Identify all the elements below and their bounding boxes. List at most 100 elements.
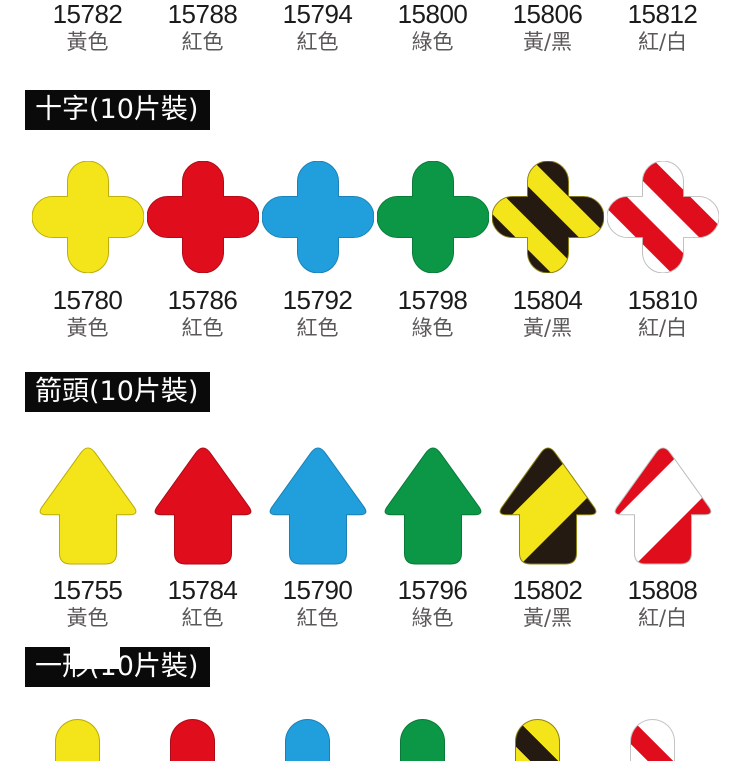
cross-shape-green — [376, 161, 489, 273]
product-color-label: 紅色 — [296, 606, 339, 630]
product-cell — [605, 439, 720, 567]
cross-shape-red-white — [606, 161, 719, 273]
product-code: 15784 — [167, 575, 238, 605]
product-color-label: 黃/黑 — [522, 316, 573, 340]
product-cell — [595, 719, 710, 761]
cross-section-codes-row: 15780 黃色 15786 紅色 15792 紅色 15798 綠色 15804 黃/黑 1581… — [30, 287, 720, 340]
product-color-label: 紅色 — [296, 30, 339, 54]
product-color-label: 綠色 — [411, 30, 454, 54]
product-cell: 15796 綠色 — [375, 577, 490, 630]
product-code: 15790 — [282, 575, 353, 605]
product-cell: 15792 紅色 — [260, 287, 375, 340]
product-cell: 15812 紅/白 — [605, 1, 720, 54]
product-color-label: 紅色 — [181, 606, 224, 630]
product-code: 15788 — [167, 0, 238, 29]
line-shape-yellow-black — [515, 719, 560, 761]
product-cell — [490, 439, 605, 567]
product-color-label: 紅/白 — [637, 606, 688, 630]
product-code: 15810 — [627, 285, 698, 315]
product-color-label: 綠色 — [411, 316, 454, 340]
product-code: 15804 — [512, 285, 583, 315]
product-cell: 15788 紅色 — [145, 1, 260, 54]
product-cell — [490, 161, 605, 273]
product-cell: 15802 黃/黑 — [490, 577, 605, 630]
cross-shape-red — [146, 161, 259, 273]
product-code: 15755 — [52, 575, 123, 605]
product-code: 15796 — [397, 575, 468, 605]
product-code: 15800 — [397, 0, 468, 29]
product-cell — [605, 161, 720, 273]
product-code: 15798 — [397, 285, 468, 315]
product-cell: 15786 紅色 — [145, 287, 260, 340]
product-cell: 15804 黃/黑 — [490, 287, 605, 340]
line-section-shapes-row — [20, 719, 710, 761]
product-cell — [375, 439, 490, 567]
product-cell: 15755 黃色 — [30, 577, 145, 630]
product-code: 15780 — [52, 285, 123, 315]
product-color-label: 黃色 — [66, 606, 109, 630]
product-color-label: 黃色 — [66, 316, 109, 340]
product-cell: 15790 紅色 — [260, 577, 375, 630]
product-cell — [260, 161, 375, 273]
product-color-label: 黃/黑 — [522, 30, 573, 54]
line-shape-blue — [285, 719, 330, 761]
product-cell: 15806 黃/黑 — [490, 1, 605, 54]
product-color-label: 紅色 — [181, 316, 224, 340]
cross-section-shapes-row — [30, 161, 720, 273]
product-code: 15802 — [512, 575, 583, 605]
product-color-label: 紅/白 — [637, 30, 688, 54]
product-cell: 15810 紅/白 — [605, 287, 720, 340]
product-cell: 15794 紅色 — [260, 1, 375, 54]
product-cell — [145, 161, 260, 273]
top-row-codes-row: 15782 黃色 15788 紅色 15794 紅色 15800 綠色 15806 黃/黑 1581… — [30, 1, 720, 54]
product-cell — [30, 161, 145, 273]
product-code: 15782 — [52, 0, 123, 29]
product-code: 15786 — [167, 285, 238, 315]
product-cell — [250, 719, 365, 761]
line-shape-red — [170, 719, 215, 761]
product-cell: 15782 黃色 — [30, 1, 145, 54]
arrow-shape-red — [144, 439, 262, 567]
product-code: 15806 — [512, 0, 583, 29]
product-code: 15794 — [282, 0, 353, 29]
product-code: 15808 — [627, 575, 698, 605]
product-code: 15792 — [282, 285, 353, 315]
product-cell — [30, 439, 145, 567]
line-shape-green — [400, 719, 445, 761]
product-code: 15812 — [627, 0, 698, 29]
product-cell: 15800 綠色 — [375, 1, 490, 54]
product-cell: 15780 黃色 — [30, 287, 145, 340]
image-artifact-patch — [70, 644, 120, 669]
product-color-label: 黃色 — [66, 30, 109, 54]
product-color-label: 紅色 — [181, 30, 224, 54]
arrow-shape-red-white — [604, 439, 722, 567]
product-cell — [480, 719, 595, 761]
product-cell — [375, 161, 490, 273]
arrow-section-codes-row: 15755 黃色 15784 紅色 15790 紅色 15796 綠色 15802 黃/黑 1580… — [30, 577, 720, 630]
product-cell: 15808 紅/白 — [605, 577, 720, 630]
arrow-shape-yellow — [29, 439, 147, 567]
product-color-label: 綠色 — [411, 606, 454, 630]
cross-shape-yellow-black — [491, 161, 604, 273]
cross-shape-yellow — [31, 161, 144, 273]
product-cell — [20, 719, 135, 761]
cross-shape-blue — [261, 161, 374, 273]
arrow-shape-green — [374, 439, 492, 567]
line-shape-yellow — [55, 719, 100, 761]
product-cell: 15784 紅色 — [145, 577, 260, 630]
product-cell — [145, 439, 260, 567]
product-cell — [365, 719, 480, 761]
section-header-cross: 十字(10片裝) — [25, 90, 211, 130]
line-shape-red-white — [630, 719, 675, 761]
arrow-shape-yellow-black — [489, 439, 607, 567]
product-color-label: 紅色 — [296, 316, 339, 340]
section-header-arrow: 箭頭(10片裝) — [25, 372, 211, 412]
product-cell — [260, 439, 375, 567]
product-color-label: 黃/黑 — [522, 606, 573, 630]
product-color-label: 紅/白 — [637, 316, 688, 340]
product-cell: 15798 綠色 — [375, 287, 490, 340]
arrow-section-shapes-row — [30, 439, 720, 567]
product-cell — [135, 719, 250, 761]
arrow-shape-blue — [259, 439, 377, 567]
